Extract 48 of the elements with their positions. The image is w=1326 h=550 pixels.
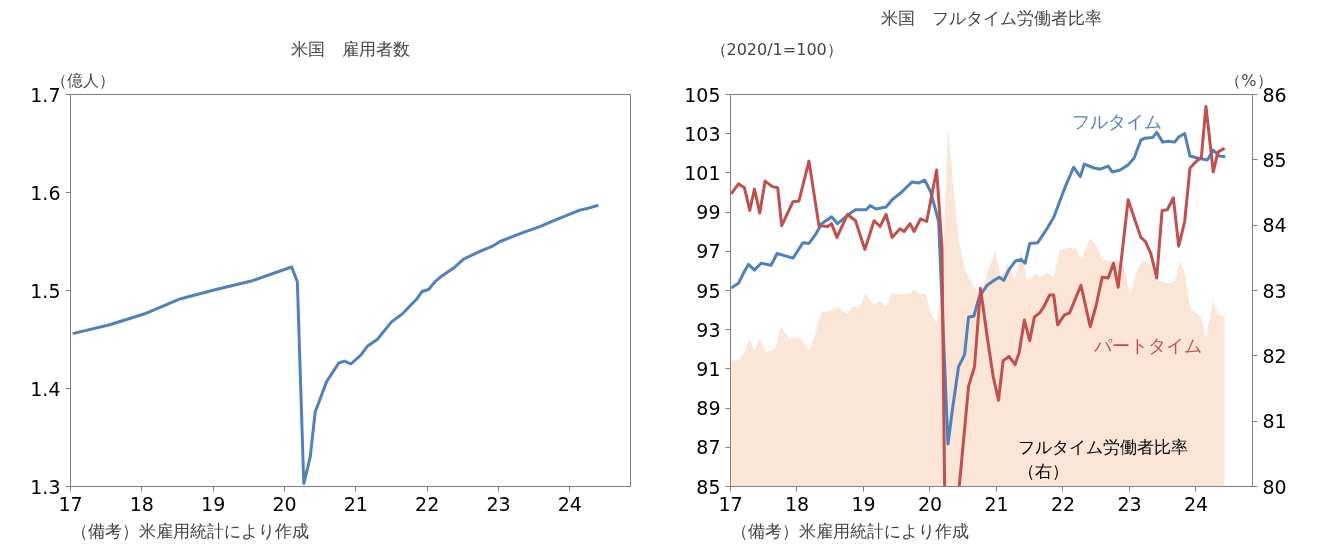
x-tick-label: 22 (1050, 492, 1076, 515)
y-tick-label: 1.5 (30, 279, 61, 302)
y-tick-label: 1.4 (30, 377, 61, 400)
y-tick-label: 1.6 (30, 181, 61, 204)
x-tick-label: 23 (1117, 492, 1142, 515)
x-tick-label: 17 (58, 492, 83, 515)
y2-tick-label: 83 (1262, 279, 1287, 302)
x-tick-label: 22 (415, 492, 440, 515)
x-tick-label: 21 (984, 492, 1009, 515)
x-tick-label: 17 (718, 492, 743, 515)
y-tick-label: 85 (696, 475, 721, 498)
y-tick-label: 103 (684, 122, 721, 145)
x-tick-label: 18 (784, 492, 810, 515)
line-series (71, 203, 600, 486)
x-tick-label: 24 (557, 492, 582, 515)
y2-tick-label: 85 (1262, 148, 1287, 171)
y2-tick-label: 80 (1262, 475, 1287, 498)
y2-tick-label: 82 (1262, 344, 1287, 367)
text: （備考）米雇用統計により作成 (70, 520, 309, 541)
y-tick-label: 91 (696, 357, 721, 380)
chart-title: 米国 雇用者数 (291, 38, 410, 59)
series-label: フルタイム (1071, 111, 1162, 133)
x-tick-label: 19 (201, 492, 226, 515)
y-tick-label: 89 (696, 397, 721, 420)
y-tick-label: 87 (696, 436, 721, 459)
y2-tick-label: 81 (1262, 410, 1287, 433)
x-tick-label: 20 (272, 492, 297, 515)
series-label: パートタイム (1093, 334, 1203, 356)
chart-title: 米国 フルタイム労働者比率 (881, 7, 1102, 28)
y-tick-label: 1.7 (30, 83, 61, 106)
y2-tick-label: 84 (1262, 214, 1287, 237)
y-tick-label: 1.3 (30, 475, 61, 498)
y-tick-label: 99 (696, 201, 721, 224)
y-tick-label: 101 (684, 161, 721, 184)
text: （備考）米雇用統計により作成 (730, 520, 969, 541)
series-label: フルタイム労働者比率（右） (1017, 437, 1188, 482)
x-tick-label: 24 (1183, 492, 1209, 515)
x-tick-label: 20 (917, 492, 943, 515)
x-tick-label: 21 (343, 492, 368, 515)
x-tick-label: 23 (486, 492, 511, 515)
x-tick-label: 19 (851, 492, 876, 515)
y2-tick-label: 86 (1262, 83, 1287, 106)
y-axis-title: （2020/1=100） (710, 39, 843, 59)
y-tick-label: 95 (696, 279, 721, 302)
x-tick-label: 18 (129, 492, 154, 515)
y-tick-label: 97 (696, 240, 721, 263)
y-tick-label: 93 (696, 318, 721, 341)
y-tick-label: 105 (684, 83, 721, 106)
